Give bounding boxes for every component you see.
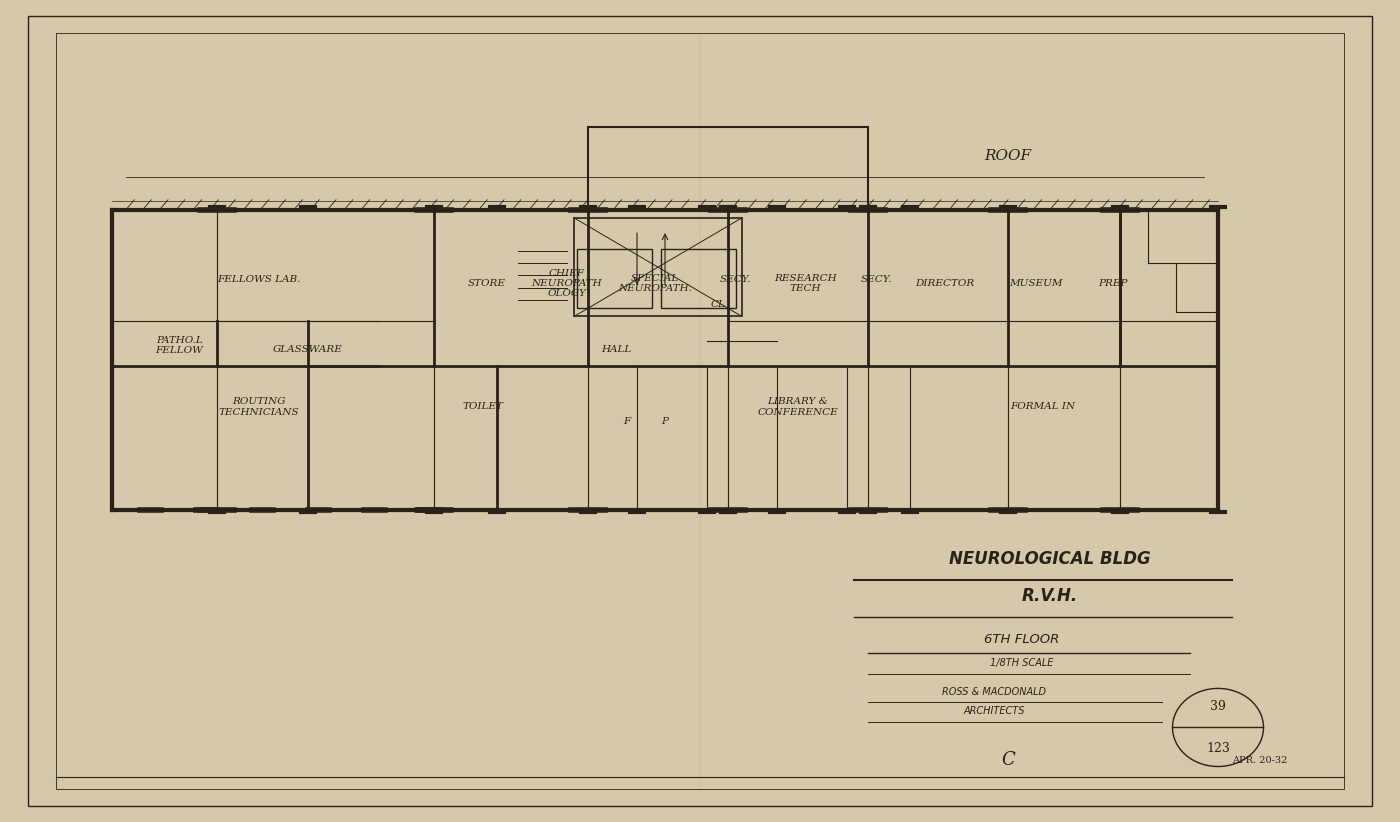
Text: GLASSWARE: GLASSWARE — [273, 345, 343, 353]
Text: RESEARCH
TECH: RESEARCH TECH — [774, 274, 836, 293]
Text: ROUTING
TECHNICIANS: ROUTING TECHNICIANS — [218, 397, 300, 417]
Text: DIRECTOR: DIRECTOR — [916, 279, 974, 288]
Text: NEUROLOGICAL BLDG: NEUROLOGICAL BLDG — [949, 550, 1151, 568]
Text: MUSEUM: MUSEUM — [1009, 279, 1063, 288]
Text: F: F — [623, 418, 631, 426]
Text: CHIEF
NEUROPATH
OLOGY: CHIEF NEUROPATH OLOGY — [532, 269, 602, 298]
Bar — [577, 249, 652, 308]
Bar — [574, 218, 742, 316]
Text: FELLOWS LAB.: FELLOWS LAB. — [217, 275, 301, 284]
Text: TOILET: TOILET — [462, 403, 504, 411]
Text: 6TH FLOOR: 6TH FLOOR — [984, 633, 1060, 646]
Text: ROOF: ROOF — [984, 149, 1032, 164]
Text: SECY.: SECY. — [720, 275, 750, 284]
Text: HALL: HALL — [601, 345, 631, 353]
Text: CL: CL — [711, 300, 725, 308]
Text: R.V.H.: R.V.H. — [1022, 587, 1078, 605]
Text: SECY.: SECY. — [861, 275, 892, 284]
Bar — [661, 249, 736, 308]
Bar — [112, 210, 1218, 510]
Text: 1/8TH SCALE: 1/8TH SCALE — [990, 658, 1054, 668]
Text: ARCHITECTS: ARCHITECTS — [963, 706, 1025, 716]
Text: C: C — [1001, 751, 1015, 769]
Text: STORE: STORE — [468, 279, 507, 288]
Text: SPECIAL
NEUROPATH.: SPECIAL NEUROPATH. — [619, 274, 692, 293]
Text: P: P — [661, 418, 669, 426]
Text: FORMAL IN: FORMAL IN — [1011, 403, 1075, 411]
Text: APR. 20-32: APR. 20-32 — [1232, 756, 1288, 764]
Text: PATHO.L
FELLOW: PATHO.L FELLOW — [155, 335, 203, 355]
Text: 123: 123 — [1205, 741, 1231, 755]
Text: ROSS & MACDONALD: ROSS & MACDONALD — [942, 687, 1046, 697]
Text: LIBRARY &
CONFERENCE: LIBRARY & CONFERENCE — [757, 397, 839, 417]
Text: PREP: PREP — [1098, 279, 1128, 288]
Text: 39: 39 — [1210, 700, 1226, 713]
